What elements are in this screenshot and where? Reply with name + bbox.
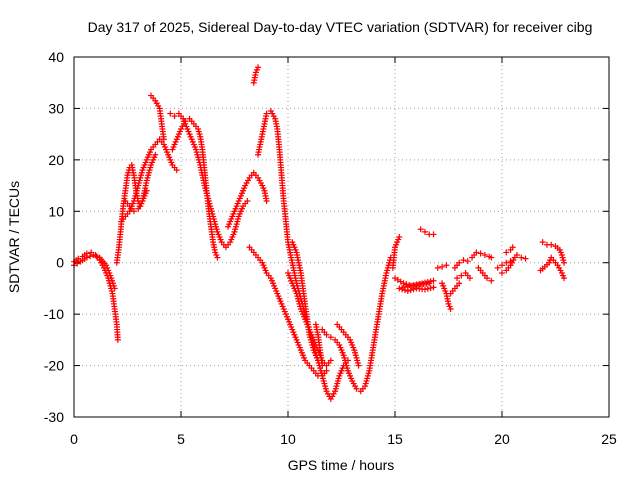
data-point-marker — [561, 259, 568, 266]
data-point-marker — [319, 362, 326, 369]
data-point-marker — [460, 257, 467, 264]
data-point-marker — [400, 280, 407, 287]
data-point-marker — [421, 279, 428, 286]
data-point-marker — [430, 277, 437, 284]
plot-frame — [73, 56, 610, 418]
data-point-marker — [503, 259, 510, 266]
y-tick-label: -20 — [44, 358, 64, 374]
y-tick-label: 30 — [48, 100, 64, 116]
data-point-marker — [499, 270, 505, 276]
data-point-marker — [407, 287, 414, 294]
data-point-marker — [323, 367, 330, 374]
y-tick-label: -30 — [44, 409, 64, 425]
data-point-marker — [499, 262, 505, 269]
data-point-marker — [503, 249, 510, 256]
data-point-marker — [439, 263, 446, 270]
x-tick-label: 25 — [601, 431, 617, 447]
data-point-marker — [434, 264, 441, 271]
y-tick-label: 0 — [56, 255, 64, 271]
data-point-marker — [421, 286, 428, 293]
data-point-marker — [353, 385, 360, 392]
data-point-marker — [263, 110, 270, 117]
x-tick-label: 20 — [494, 431, 510, 447]
data-point-marker — [454, 275, 461, 282]
data-point-marker — [447, 306, 454, 312]
data-point-marker — [494, 264, 501, 271]
data-point-marker — [513, 252, 520, 258]
data-point-marker — [424, 279, 431, 285]
data-point-marker — [427, 278, 434, 285]
data-point-marker — [481, 252, 488, 258]
data-point-marker — [419, 280, 426, 287]
data-point-marker — [488, 277, 495, 284]
data-point-marker — [447, 290, 454, 297]
y-tick-label: 40 — [48, 49, 64, 65]
x-tick-label: 10 — [280, 431, 296, 447]
data-point-marker — [255, 64, 262, 71]
data-point-marker — [90, 252, 97, 258]
data-point-marker — [171, 113, 178, 120]
grid — [74, 57, 609, 417]
data-point-marker — [355, 362, 362, 369]
data-point-marker — [160, 136, 167, 143]
data-point-marker — [114, 336, 121, 343]
data-point-marker — [74, 260, 81, 267]
data-point-marker — [130, 208, 137, 215]
data-point-marker — [424, 285, 431, 292]
data-point-marker — [484, 275, 491, 282]
data-point-marker — [167, 110, 174, 117]
data-point-marker — [522, 255, 529, 262]
y-axis-label: SDTVAR / TECUs — [6, 181, 22, 293]
data-point-marker — [539, 239, 546, 246]
data-point-marker — [75, 255, 82, 262]
data-point-marker — [466, 275, 473, 282]
data-point-marker — [173, 167, 180, 174]
data-point-marker — [509, 244, 516, 251]
data-point-marker — [458, 272, 465, 279]
data-point-marker — [488, 254, 495, 261]
data-point-marker — [561, 275, 568, 282]
data-point-marker — [263, 198, 270, 204]
data-points — [71, 64, 568, 402]
data-point-marker — [152, 151, 159, 158]
data-point-marker — [443, 262, 450, 269]
x-tick-label: 0 — [70, 431, 78, 447]
data-point-marker — [430, 231, 437, 238]
x-axis-label: GPS time / hours — [288, 457, 395, 473]
data-point-marker — [464, 258, 471, 265]
data-point-marker — [111, 285, 118, 292]
y-tick-label: 20 — [48, 152, 64, 168]
data-point-marker — [473, 249, 480, 256]
data-point-marker — [430, 284, 437, 291]
data-point-marker — [93, 253, 100, 260]
data-point-marker — [410, 286, 417, 293]
data-point-marker — [427, 285, 434, 292]
x-tick-label: 5 — [177, 431, 185, 447]
data-point-marker — [214, 254, 221, 261]
data-point-marker — [396, 234, 403, 240]
data-point-marker — [421, 228, 428, 235]
data-point-marker — [327, 357, 334, 364]
x-tick-label: 15 — [387, 431, 403, 447]
data-point-marker — [518, 254, 525, 261]
data-point-marker — [396, 285, 403, 292]
data-point-marker — [417, 226, 424, 233]
axis-ticks: 0 5 10 15 20 25 -30 -20 -10 0 10 20 30 40 — [44, 49, 617, 447]
data-point-marker — [401, 287, 408, 294]
data-point-marker — [456, 259, 463, 266]
data-point-marker — [83, 254, 90, 261]
y-tick-label: -10 — [44, 306, 64, 322]
data-point-marker — [327, 334, 334, 341]
data-point-marker — [477, 250, 484, 257]
chart-title: Day 317 of 2025, Sidereal Day-to-day VTE… — [88, 19, 593, 35]
y-tick-label: 10 — [48, 203, 64, 219]
data-point-marker — [399, 286, 406, 293]
data-point-marker — [244, 198, 251, 204]
data-point-marker — [548, 241, 555, 248]
data-point-marker — [323, 331, 330, 338]
data-point-marker — [87, 253, 94, 260]
data-point-marker — [404, 288, 411, 294]
